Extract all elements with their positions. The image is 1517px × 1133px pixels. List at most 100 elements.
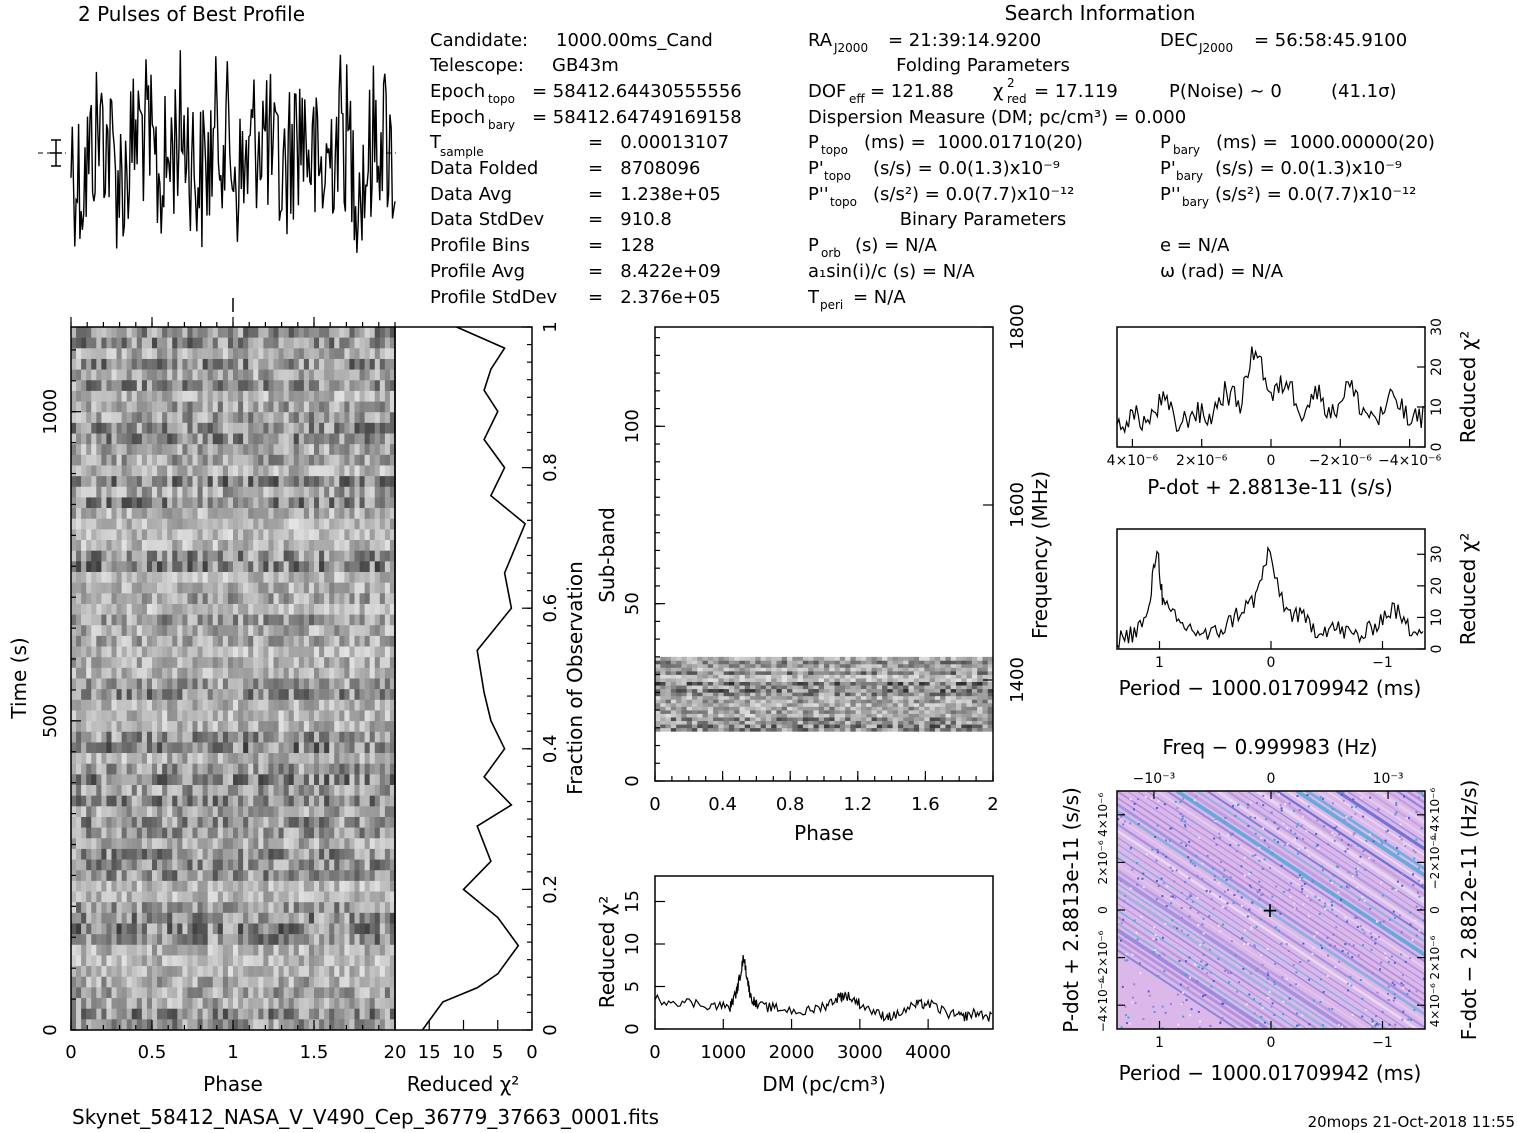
time-phase-cell: [273, 380, 279, 392]
pbary-value: (ms) = 1000.00000(20): [1216, 132, 1435, 153]
time-phase-cell: [207, 508, 214, 520]
subband-cell: [665, 699, 672, 704]
subband-cell: [723, 702, 730, 707]
time-phase-cell: [121, 998, 127, 1009]
time-phase-cell: [212, 657, 219, 669]
time-phase-cell: [384, 358, 391, 370]
time-phase-cell: [293, 433, 300, 445]
time-phase-cell: [354, 667, 360, 679]
time-phase-cell: [207, 465, 214, 477]
time-phase-cell: [384, 731, 391, 743]
subband-cell: [845, 727, 851, 732]
time-phase-cell: [121, 774, 127, 786]
time-phase-cell: [177, 561, 183, 573]
time-phase-cell: [167, 689, 173, 701]
time-phase-cell: [268, 593, 274, 605]
time-phase-cell: [76, 646, 82, 658]
time-phase-cell: [91, 742, 97, 754]
time-phase-cell: [354, 635, 360, 647]
time-phase-cell: [81, 880, 87, 892]
time-phase-cell: [293, 369, 300, 381]
time-phase-cell: [202, 934, 208, 946]
time-phase-cell: [339, 966, 345, 978]
time-phase-cell: [101, 1008, 107, 1020]
pdot-bary-sub: bary: [1176, 169, 1203, 183]
time-phase-cell: [177, 848, 183, 860]
time-phase-cell: [116, 667, 122, 679]
time-phase-cell: [339, 955, 345, 967]
time-phase-cell: [334, 337, 340, 349]
time-phase-cell: [233, 603, 239, 615]
subband-cell: [924, 706, 930, 711]
subband-cell: [887, 717, 893, 722]
time-phase-cell: [212, 433, 219, 445]
time-phase-cell: [349, 699, 355, 711]
time-phase-cell: [248, 891, 254, 903]
time-phase-cell: [197, 422, 203, 434]
dec-sub: J2000: [1198, 41, 1233, 55]
time-phase-cell: [283, 848, 289, 860]
time-phase-cell: [136, 401, 143, 413]
time-phase-cell: [359, 540, 365, 551]
time-phase-cell: [116, 816, 122, 828]
time-phase-cell: [384, 795, 391, 807]
subband-cell: [834, 717, 841, 722]
time-phase-cell: [81, 614, 87, 626]
time-phase-cell: [268, 635, 274, 647]
subband-cell: [913, 727, 920, 732]
time-phase-cell: [389, 785, 395, 796]
time-phase-cell: [91, 337, 97, 349]
time-phase-cell: [136, 699, 143, 711]
subband-cell: [797, 717, 804, 722]
subband-cell: [765, 702, 772, 707]
time-phase-cell: [293, 934, 300, 946]
time-phase-cell: [167, 635, 173, 647]
subband-cell: [982, 706, 989, 711]
time-phase-cell: [86, 912, 92, 924]
time-phase-cell: [207, 699, 214, 711]
subband-cell: [728, 713, 735, 718]
time-phase-cell: [202, 859, 208, 871]
time-phase-cell: [141, 667, 148, 679]
time-phase-cell: [288, 934, 295, 946]
time-phase-cell: [202, 412, 208, 424]
subband-cell: [882, 702, 888, 707]
time-phase-cell: [76, 998, 82, 1009]
time-phase-cell: [283, 902, 289, 914]
time-phase-cell: [96, 966, 102, 978]
time-phase-cell: [329, 571, 335, 583]
time-phase-cell: [288, 667, 295, 679]
time-phase-cell: [238, 635, 244, 647]
time-phase-cell: [227, 518, 234, 530]
time-phase-cell: [329, 646, 335, 658]
time-phase-cell: [349, 710, 355, 722]
time-phase-cell: [349, 902, 355, 914]
time-phase-cell: [81, 870, 87, 882]
time-phase-cell: [202, 508, 208, 520]
time-phase-cell: [146, 625, 153, 637]
time-phase-cell: [324, 987, 330, 999]
time-phase-cell: [146, 944, 153, 956]
time-phase-cell: [207, 998, 214, 1009]
time-phase-cell: [177, 859, 183, 871]
time-phase-cell: [197, 486, 203, 498]
time-phase-cell: [364, 476, 370, 488]
time-phase-cell: [384, 486, 391, 498]
time-phase-cell: [329, 582, 335, 594]
tperi-label: T: [807, 287, 820, 308]
time-phase-cell: [308, 891, 315, 903]
time-phase-cell: [202, 444, 208, 456]
subband-cell: [718, 702, 724, 707]
time-phase-cell: [293, 327, 300, 338]
time-phase-cell: [177, 934, 183, 946]
time-phase-cell: [319, 593, 325, 605]
time-phase-cell: [86, 508, 92, 520]
time-phase-cell: [121, 859, 127, 871]
time-phase-cell: [308, 1019, 315, 1030]
time-phase-cell: [233, 625, 239, 637]
time-phase-cell: [268, 444, 274, 456]
time-phase-cell: [243, 944, 249, 956]
subband-cell: [897, 720, 904, 725]
time-phase-cell: [136, 731, 143, 743]
time-phase-cell: [96, 710, 102, 722]
